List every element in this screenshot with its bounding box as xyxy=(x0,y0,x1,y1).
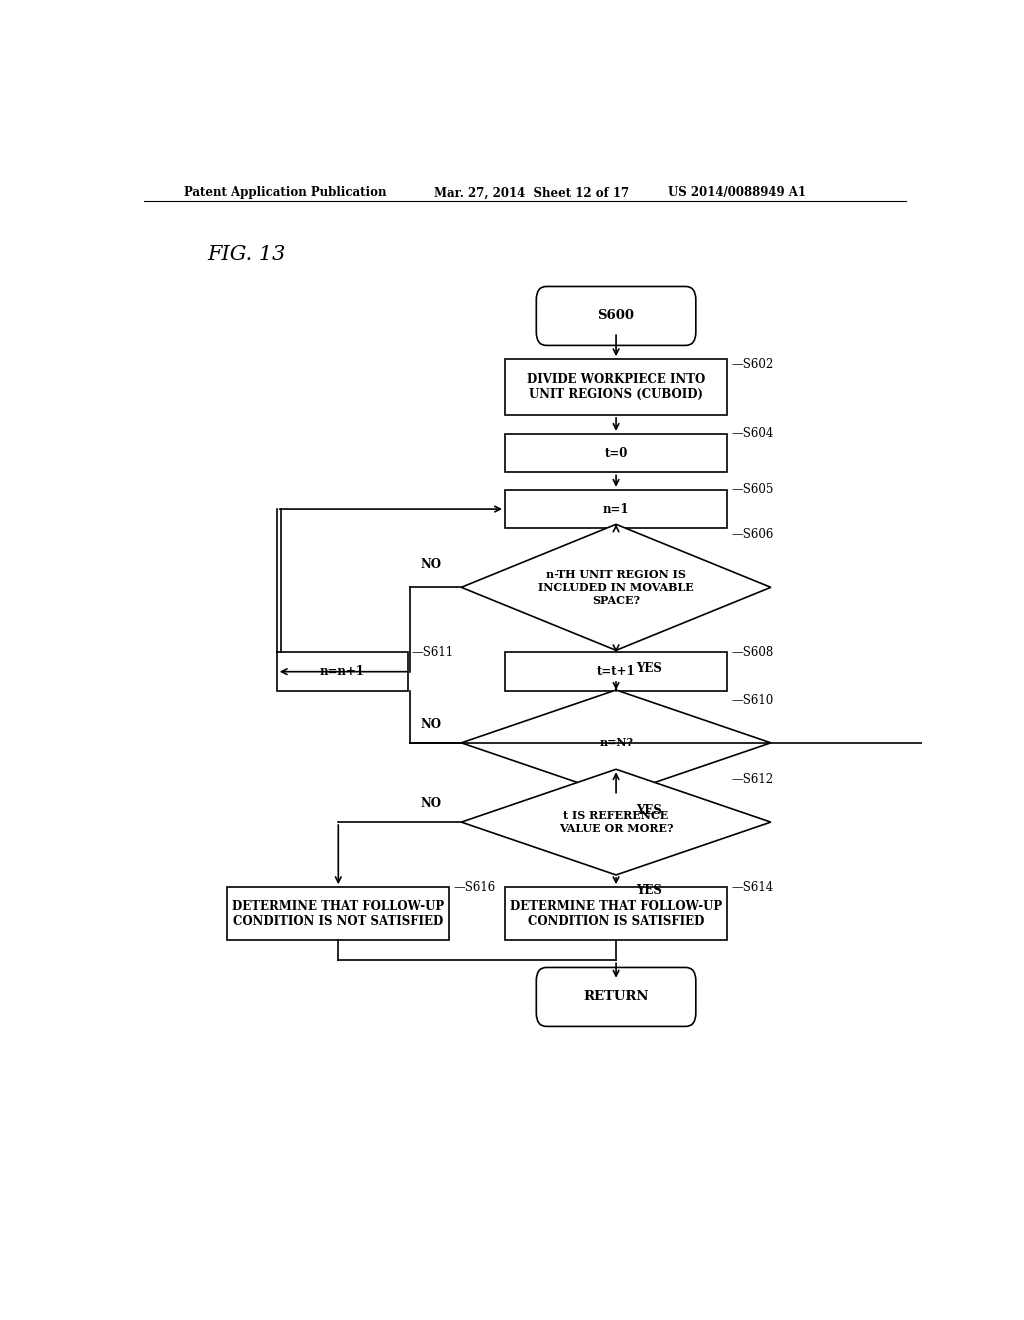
Polygon shape xyxy=(505,359,727,414)
Text: YES: YES xyxy=(636,883,662,896)
Text: NO: NO xyxy=(421,558,441,572)
Text: n=N?: n=N? xyxy=(599,738,633,748)
Polygon shape xyxy=(276,652,408,690)
Polygon shape xyxy=(461,770,771,875)
Text: n=1: n=1 xyxy=(603,503,630,516)
Text: —S616: —S616 xyxy=(454,880,496,894)
Text: —S612: —S612 xyxy=(731,774,773,785)
Polygon shape xyxy=(461,690,771,796)
Text: RETURN: RETURN xyxy=(584,990,649,1003)
Text: FIG. 13: FIG. 13 xyxy=(207,246,286,264)
Polygon shape xyxy=(505,434,727,473)
Polygon shape xyxy=(461,524,771,651)
Text: t=t+1: t=t+1 xyxy=(597,665,635,678)
Text: DIVIDE WORKPIECE INTO
UNIT REGIONS (CUBOID): DIVIDE WORKPIECE INTO UNIT REGIONS (CUBO… xyxy=(527,374,706,401)
Text: —S611: —S611 xyxy=(412,645,454,659)
Text: S600: S600 xyxy=(598,309,635,322)
Text: US 2014/0088949 A1: US 2014/0088949 A1 xyxy=(668,186,806,199)
Text: —S604: —S604 xyxy=(731,428,773,441)
FancyBboxPatch shape xyxy=(537,286,696,346)
Text: DETERMINE THAT FOLLOW-UP
CONDITION IS SATISFIED: DETERMINE THAT FOLLOW-UP CONDITION IS SA… xyxy=(510,900,722,928)
Text: t=0: t=0 xyxy=(604,446,628,459)
Text: —S610: —S610 xyxy=(731,693,773,706)
Text: t IS REFERENCE
VALUE OR MORE?: t IS REFERENCE VALUE OR MORE? xyxy=(559,810,674,834)
Polygon shape xyxy=(505,887,727,940)
Polygon shape xyxy=(505,652,727,690)
Text: —S614: —S614 xyxy=(731,880,773,894)
Text: —S606: —S606 xyxy=(731,528,773,541)
Text: Mar. 27, 2014  Sheet 12 of 17: Mar. 27, 2014 Sheet 12 of 17 xyxy=(433,186,629,199)
Text: NO: NO xyxy=(421,797,441,810)
FancyBboxPatch shape xyxy=(537,968,696,1027)
Text: Patent Application Publication: Patent Application Publication xyxy=(183,186,386,199)
Text: n-TH UNIT REGION IS
INCLUDED IN MOVABLE
SPACE?: n-TH UNIT REGION IS INCLUDED IN MOVABLE … xyxy=(539,569,694,606)
Text: —S605: —S605 xyxy=(731,483,773,496)
Text: YES: YES xyxy=(636,804,662,817)
Text: NO: NO xyxy=(421,718,441,731)
Polygon shape xyxy=(227,887,450,940)
Text: —S608: —S608 xyxy=(731,645,773,659)
Text: n=n+1: n=n+1 xyxy=(319,665,365,678)
Text: DETERMINE THAT FOLLOW-UP
CONDITION IS NOT SATISFIED: DETERMINE THAT FOLLOW-UP CONDITION IS NO… xyxy=(232,900,444,928)
Text: YES: YES xyxy=(636,663,662,675)
Text: —S602: —S602 xyxy=(731,358,773,371)
Polygon shape xyxy=(505,490,727,528)
